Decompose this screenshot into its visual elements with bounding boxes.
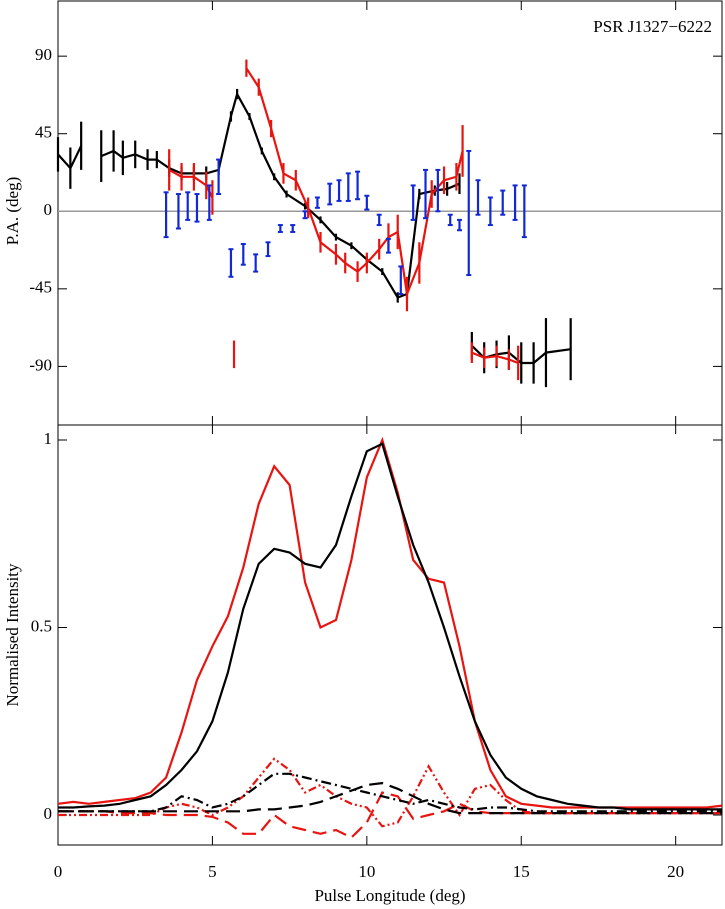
x-tick-label: 0	[54, 862, 63, 881]
chart-title: PSR J1327−6222	[593, 17, 712, 36]
y-tick-label: -45	[29, 278, 52, 297]
pa-line	[57, 91, 571, 365]
x-tick-label: 5	[208, 862, 217, 881]
y-tick-label: 0.5	[31, 616, 52, 635]
y-tick-label: 0	[44, 200, 53, 219]
intensity-line	[58, 791, 722, 839]
y-axis-label: Normalised Intensity	[3, 563, 22, 707]
y-tick-label: 90	[35, 45, 52, 64]
pa-line	[168, 67, 519, 365]
y-tick-label: 0	[44, 804, 53, 823]
intensity-line	[58, 772, 722, 813]
y-tick-label: 1	[44, 429, 53, 448]
x-tick-label: 15	[513, 862, 530, 881]
x-tick-label: 10	[358, 862, 375, 881]
plot-frame	[57, 0, 723, 426]
x-tick-label: 20	[667, 862, 684, 881]
plot-frame	[57, 424, 723, 846]
y-tick-label: 45	[35, 123, 52, 142]
x-axis-label: Pulse Longitude (deg)	[314, 886, 465, 905]
y-axis-label: P.A. (deg)	[3, 177, 22, 245]
y-tick-label: -90	[29, 355, 52, 374]
intensity-line	[57, 436, 723, 809]
intensity-line	[58, 781, 722, 815]
intensity-line	[58, 442, 722, 811]
